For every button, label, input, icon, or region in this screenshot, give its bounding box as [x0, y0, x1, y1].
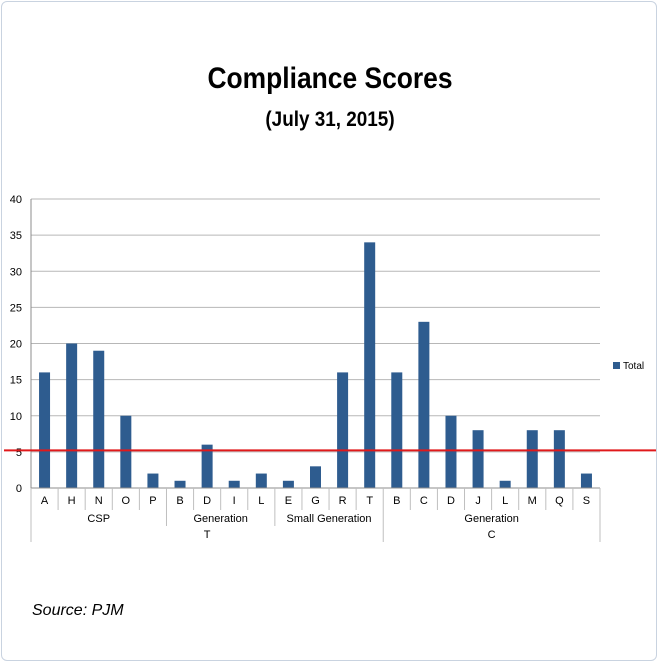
y-tick-label: 0 [16, 483, 22, 495]
legend-label: Total [623, 361, 644, 372]
bar [255, 473, 267, 488]
x-tick-label: T [366, 495, 373, 507]
bar [418, 321, 430, 488]
x-tick-label: A [41, 495, 49, 507]
x-tick-label: Q [555, 495, 564, 507]
bar [445, 415, 457, 488]
x-tick-label: B [176, 495, 183, 507]
x-tick-label: R [339, 495, 347, 507]
legend-swatch [613, 362, 620, 369]
bar [174, 480, 186, 488]
x-tick-label: G [311, 495, 320, 507]
bar [93, 350, 105, 488]
bar [228, 480, 240, 488]
y-tick-label: 30 [10, 266, 22, 278]
y-tick-label: 15 [10, 375, 22, 387]
bar [201, 444, 213, 488]
bar [580, 473, 592, 488]
bar [526, 430, 538, 488]
y-tick-label: 25 [10, 302, 22, 314]
x-tick-label: M [528, 495, 537, 507]
bar [472, 430, 484, 488]
bar [553, 430, 565, 488]
bar [147, 473, 159, 488]
bar [499, 480, 511, 488]
x-tick-label: O [122, 495, 131, 507]
x-tick-label: L [258, 495, 264, 507]
bar [66, 343, 78, 488]
bar [310, 466, 321, 488]
x-tick-label: D [447, 495, 455, 507]
x-tick-label: D [203, 495, 211, 507]
group-label: Generation [193, 513, 247, 525]
y-tick-label: 20 [10, 339, 22, 351]
y-tick-label: 5 [16, 447, 22, 459]
bar [364, 242, 376, 488]
y-tick-label: 35 [10, 230, 22, 242]
x-tick-label: P [149, 495, 156, 507]
source-note: Source: PJM [32, 602, 124, 619]
bar [39, 372, 51, 488]
group-label: Generation [464, 513, 518, 525]
super-group-label: C [488, 529, 496, 541]
x-tick-label: N [95, 495, 103, 507]
x-tick-label: B [393, 495, 400, 507]
x-tick-label: I [233, 495, 236, 507]
bar [282, 480, 294, 488]
y-tick-label: 40 [10, 194, 22, 206]
x-tick-label: J [475, 495, 481, 507]
chart-subtitle: (July 31, 2015) [265, 108, 395, 131]
x-tick-label: H [68, 495, 76, 507]
x-tick-label: S [583, 495, 590, 507]
x-tick-label: C [420, 495, 428, 507]
bar [120, 415, 132, 488]
group-label: CSP [87, 513, 110, 525]
group-label: Small Generation [287, 513, 372, 525]
super-group-label: T [204, 529, 211, 541]
x-tick-label: L [502, 495, 508, 507]
bar [391, 372, 403, 488]
x-tick-label: E [285, 495, 292, 507]
bar [337, 372, 349, 488]
y-tick-label: 10 [10, 411, 22, 423]
chart-title: Compliance Scores [207, 62, 453, 95]
